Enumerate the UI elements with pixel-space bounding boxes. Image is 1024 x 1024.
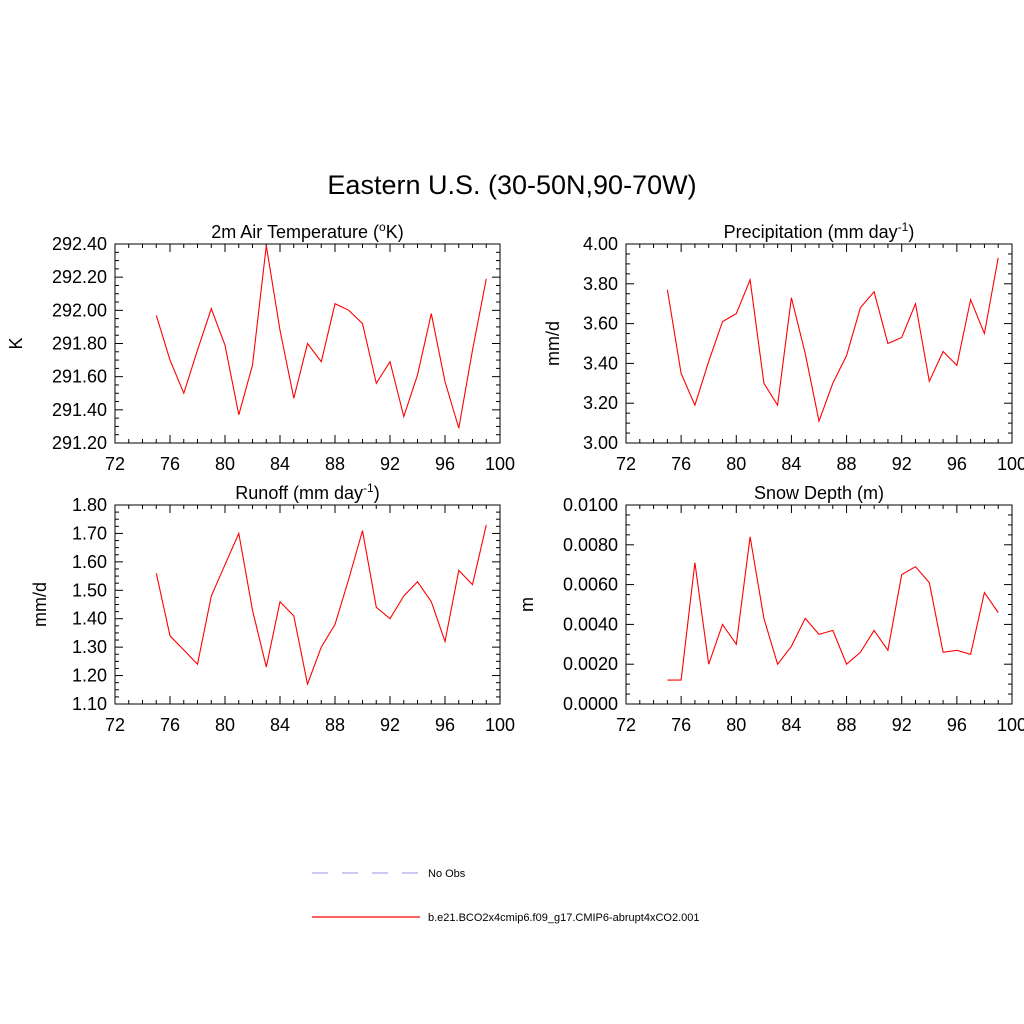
x-tick-label: 80 [726, 715, 746, 735]
panel-title: Precipitation (mm day-1) [724, 220, 915, 242]
x-tick-label: 92 [892, 715, 912, 735]
x-tick-label: 72 [105, 715, 125, 735]
series-line [666, 257, 999, 424]
x-tick-label: 80 [215, 715, 235, 735]
x-tick-label: 88 [325, 454, 345, 474]
panel-snow-depth: Snow Depth (m) 72 76 80 84 88 92 96 100 0.0000 0.0… [517, 483, 1024, 735]
y-tick-label: 0.0000 [563, 694, 618, 714]
series-line [155, 245, 487, 429]
page-title: Eastern U.S. (30-50N,90-70W) [327, 170, 697, 200]
y-axis-label: mm/d [30, 582, 50, 627]
x-tick-label: 84 [270, 715, 290, 735]
y-tick-label: 3.00 [583, 433, 618, 453]
y-axis-label: K [6, 337, 26, 349]
x-tick-label: 80 [726, 454, 746, 474]
x-tick-label: 72 [105, 454, 125, 474]
y-tick-label: 0.0040 [563, 614, 618, 634]
plot-frame [625, 243, 1013, 444]
y-tick-label: 1.50 [72, 580, 107, 600]
y-tick-label: 292.40 [52, 234, 107, 254]
y-tick-label: 0.0080 [563, 535, 618, 555]
y-tick-label: 1.60 [72, 552, 107, 572]
panel-air-temperature: 2m Air Temperature (oK) 72 76 80 84 88 92 96 100… [6, 220, 515, 474]
x-tick-label: 96 [947, 454, 967, 474]
chart-panels: 2m Air Temperature (oK) 72 76 80 84 88 92 96 100… [6, 220, 1024, 735]
y-tick-label: 3.20 [583, 393, 618, 413]
x-tick-label: 80 [215, 454, 235, 474]
y-axis-label: m [517, 597, 537, 612]
y-tick-label: 292.00 [52, 300, 107, 320]
x-tick-label: 84 [781, 454, 801, 474]
panel-precipitation: Precipitation (mm day-1) 72 76 80 84 88 92 96 10… [543, 220, 1024, 474]
x-tick-label: 72 [616, 454, 636, 474]
x-tick-label: 100 [485, 715, 515, 735]
x-tick-label: 88 [837, 454, 857, 474]
x-tick-label: 100 [997, 454, 1024, 474]
x-tick-label: 76 [160, 715, 180, 735]
panel-title: Runoff (mm day-1) [235, 481, 379, 503]
x-tick-label: 92 [892, 454, 912, 474]
x-tick-label: 76 [671, 454, 691, 474]
x-tick-label: 84 [781, 715, 801, 735]
x-tick-label: 88 [837, 715, 857, 735]
x-tick-label: 76 [160, 454, 180, 474]
y-tick-label: 1.30 [72, 637, 107, 657]
panel-runoff: Runoff (mm day-1) 72 76 80 84 88 92 96 100 1.10 1.… [30, 481, 515, 735]
y-tick-label: 291.40 [52, 400, 107, 420]
y-tick-label: 1.20 [72, 666, 107, 686]
plot-frame [114, 504, 501, 705]
legend: No Obs b.e21.BCO2x4cmip6.f09_g17.CMIP6-ab… [312, 868, 700, 924]
panel-title: 2m Air Temperature (oK) [211, 220, 403, 242]
y-tick-label: 292.20 [52, 267, 107, 287]
y-tick-label: 1.70 [72, 523, 107, 543]
y-tick-label: 3.40 [583, 353, 618, 373]
y-tick-label: 1.40 [72, 609, 107, 629]
y-tick-label: 291.80 [52, 334, 107, 354]
x-tick-label: 96 [435, 715, 455, 735]
y-tick-label: 4.00 [583, 234, 618, 254]
x-tick-label: 92 [380, 454, 400, 474]
x-tick-label: 84 [270, 454, 290, 474]
y-tick-label: 3.60 [583, 314, 618, 334]
x-tick-label: 88 [325, 715, 345, 735]
x-tick-label: 100 [485, 454, 515, 474]
y-tick-label: 0.0060 [563, 575, 618, 595]
y-tick-label: 3.80 [583, 274, 618, 294]
series-line [667, 536, 999, 681]
x-tick-label: 72 [616, 715, 636, 735]
y-axis-label: mm/d [543, 321, 563, 366]
x-tick-label: 92 [380, 715, 400, 735]
panel-title: Snow Depth (m) [754, 483, 884, 503]
y-tick-label: 0.0100 [563, 495, 618, 515]
y-tick-label: 291.60 [52, 367, 107, 387]
legend-label: b.e21.BCO2x4cmip6.f09_g17.CMIP6-abrupt4x… [428, 912, 700, 924]
legend-label: No Obs [428, 868, 466, 880]
series-line [155, 524, 487, 687]
x-tick-label: 76 [671, 715, 691, 735]
y-tick-label: 1.10 [72, 694, 107, 714]
y-tick-label: 0.0020 [563, 654, 618, 674]
x-tick-label: 100 [997, 715, 1024, 735]
plot-frame [625, 504, 1013, 705]
x-tick-label: 96 [947, 715, 967, 735]
x-tick-label: 96 [435, 454, 455, 474]
y-tick-label: 1.80 [72, 495, 107, 515]
y-tick-label: 291.20 [52, 433, 107, 453]
